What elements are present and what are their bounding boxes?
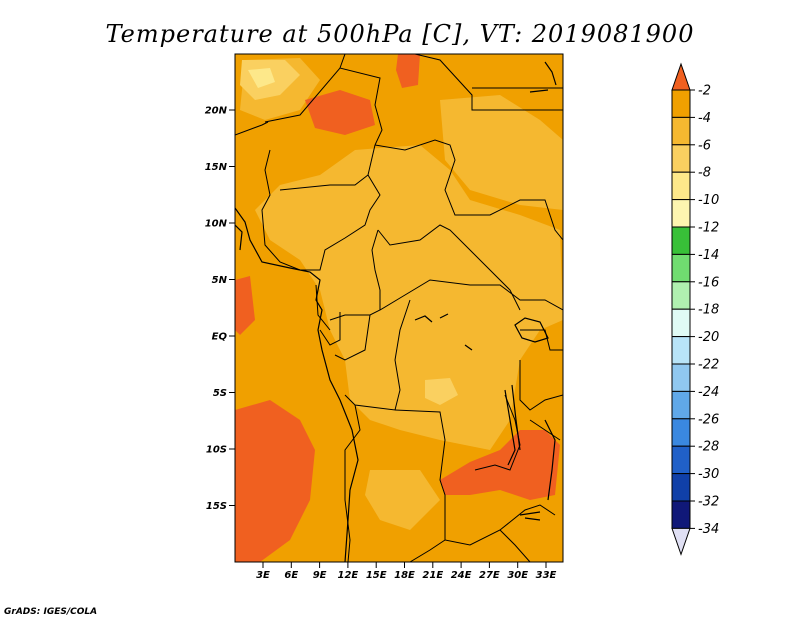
colorbar-label: -10: [698, 193, 719, 208]
colorbar-label: -30: [698, 467, 719, 482]
field-region-warm: [396, 54, 420, 88]
colorbar-label: -28: [698, 440, 719, 455]
field-region-cool: [440, 95, 563, 210]
colorbar-label: -18: [698, 303, 719, 318]
lon-tick-label: 18E: [394, 570, 415, 581]
colorbar-band: [671, 199, 691, 228]
colorbar-band: [671, 336, 691, 365]
field-region-coolest: [425, 378, 458, 405]
colorbar-label: -6: [698, 138, 711, 153]
map-title: Temperature at 500hPa [C], VT: 201908190…: [106, 20, 695, 48]
lat-tick-label: 15N: [205, 162, 228, 173]
colorbar-top-arrow: [671, 62, 691, 91]
colorbar-label: -26: [698, 412, 719, 427]
colorbar-band: [671, 281, 691, 310]
colorbar-label: -22: [698, 358, 719, 373]
latitude-axis: 20N 15N 10N 5N EQ 5S 10S 15S: [205, 106, 235, 512]
field-region-warm: [305, 90, 375, 135]
field-region-warm: [440, 430, 560, 500]
colorbar-label: -32: [698, 495, 719, 510]
colorbar-label: -12: [698, 221, 719, 236]
colorbar-label: -14: [698, 248, 719, 263]
field-region-warm: [235, 400, 315, 562]
colorbar-band: [671, 116, 691, 146]
colorbar-band: [671, 500, 691, 529]
lon-tick-label: 12E: [338, 570, 359, 581]
colorbar-band: [671, 253, 691, 283]
colorbar-label: -2: [698, 84, 711, 99]
map-frame: [234, 53, 564, 563]
lon-tick-label: 21E: [422, 570, 443, 581]
field-region-warm: [235, 276, 255, 335]
temperature-map: 20N 15N 10N 5N EQ 5S 10S 15S 3E 6E 9E 12E 15E 18E 21E…: [205, 53, 564, 581]
field-region-cool: [255, 145, 563, 450]
lon-tick-label: 15E: [366, 570, 387, 581]
field-region-cool: [365, 470, 440, 530]
lon-tick-label: 3E: [256, 570, 270, 581]
field-region-coolest: [248, 68, 275, 88]
colorbar-band: [671, 89, 691, 118]
colorbar-label: -16: [698, 275, 719, 290]
lon-tick-label: 6E: [284, 570, 298, 581]
temperature-field: [235, 54, 563, 562]
colorbar-label: -24: [698, 385, 719, 400]
colorbar-band: [671, 473, 691, 502]
colorbar-bottom-arrow: [671, 527, 691, 556]
colorbar-band: [671, 418, 691, 447]
lat-tick-label: 10N: [205, 219, 228, 230]
longitude-axis: 3E 6E 9E 12E 15E 18E 21E 24E 27E 30E 33E: [256, 562, 557, 581]
colorbar-label: -8: [698, 166, 711, 181]
lon-tick-label: 27E: [479, 570, 500, 581]
lat-tick-label: 15S: [206, 501, 227, 512]
lon-tick-label: 24E: [451, 570, 472, 581]
lat-tick-label: 5S: [213, 388, 227, 399]
lon-tick-label: 9E: [313, 570, 327, 581]
colorbar-band: [671, 445, 691, 475]
colorbar-band: [671, 363, 691, 392]
colorbar-band: [671, 144, 691, 173]
colorbar-label: -34: [698, 522, 719, 537]
lat-tick-label: EQ: [212, 332, 228, 343]
colorbar-band: [671, 308, 691, 338]
lat-tick-label: 20N: [205, 106, 228, 117]
colorbar-band: [671, 390, 691, 420]
lon-tick-label: 33E: [536, 570, 557, 581]
lat-tick-label: 10S: [206, 445, 227, 456]
colorbar: -2 -4 -6 -8 -10 -12 -14 -16 -18 -20 -22 -24 -26 -28 -3…: [671, 62, 719, 556]
coastlines: [235, 61, 557, 562]
colorbar-label: -20: [698, 330, 719, 345]
lon-tick-label: 30E: [507, 570, 528, 581]
colorbar-label: -4: [698, 111, 711, 126]
colorbar-band: [671, 226, 691, 255]
lat-tick-label: 5N: [212, 275, 228, 286]
grads-credit: GrADS: IGES/COLA: [4, 607, 97, 617]
colorbar-band: [671, 171, 691, 201]
